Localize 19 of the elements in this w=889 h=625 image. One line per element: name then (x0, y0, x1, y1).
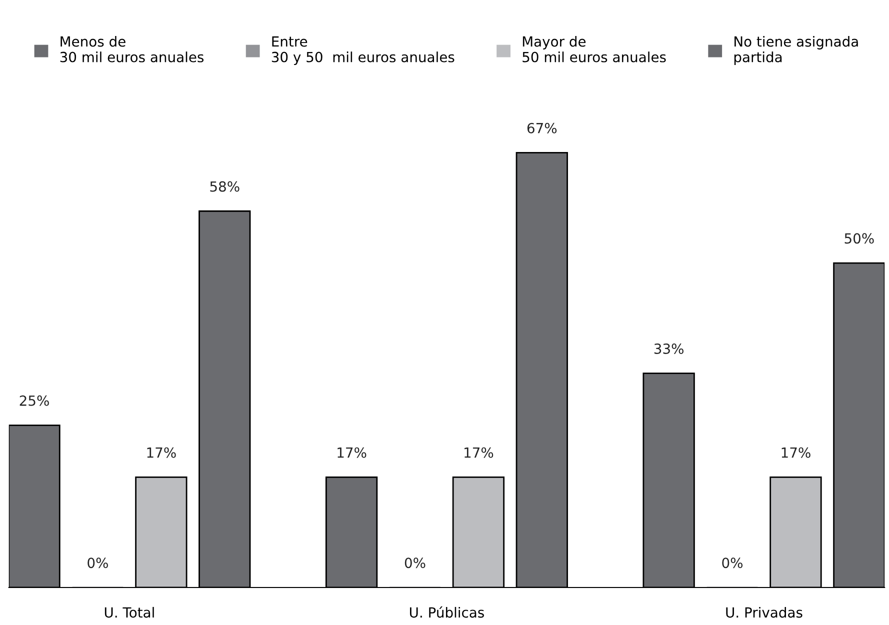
data-label: 0% (722, 558, 743, 568)
data-label: 67% (527, 122, 557, 134)
x-tick-label: U. Públicas (410, 606, 484, 618)
data-label: 33% (654, 343, 684, 354)
data-label: 58% (210, 181, 240, 192)
legend-label: Menos de 30 mil euros anuales (60, 36, 204, 62)
x-tick-label: U. Total (104, 606, 154, 618)
data-label: 25% (20, 395, 49, 406)
data-label: 50% (844, 233, 874, 244)
data-label: 17% (147, 447, 176, 458)
legend-label: Entre 30 y 50 mil euros anuales (272, 36, 454, 65)
data-label: 17% (338, 447, 366, 458)
data-label: 17% (464, 447, 494, 458)
data-label: 0% (404, 558, 426, 568)
data-label: 0% (88, 558, 108, 568)
legend-label: No tiene asignada partida (734, 36, 858, 65)
legend-label: Mayor de 50 mil euros anuales (522, 36, 666, 62)
data-label: 17% (782, 447, 810, 458)
x-tick-label: U. Privadas (726, 606, 802, 618)
